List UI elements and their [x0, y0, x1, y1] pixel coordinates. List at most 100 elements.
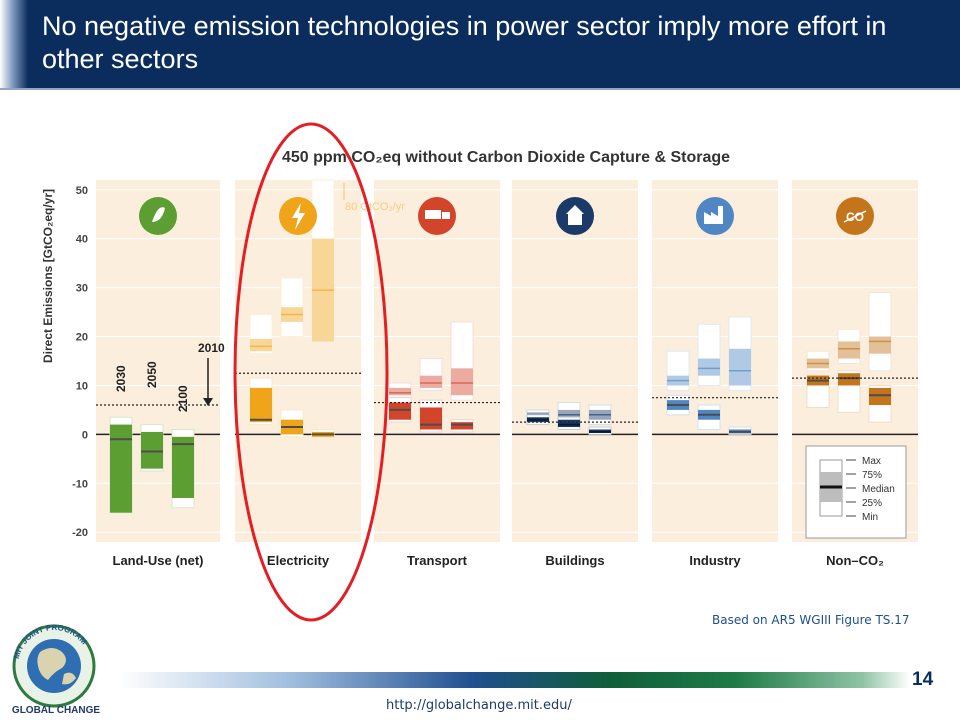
baseline-box-4-0	[666, 350, 690, 391]
marker-2010-label: 2010	[198, 341, 225, 355]
box-3-2	[588, 426, 612, 435]
legend: Max 75% Median 25% Min	[805, 445, 907, 539]
box-5-1-iqr	[838, 373, 860, 386]
year-label-2050: 2050	[145, 361, 159, 388]
slide-title: No negative emission technologies in pow…	[42, 11, 887, 74]
sector-label: Buildings	[545, 553, 604, 568]
offscale-note: 80 GtCO₂/yr	[345, 201, 405, 213]
sector-label: Electricity	[267, 553, 330, 568]
box-2-0	[388, 397, 412, 423]
factory-glyph	[704, 206, 723, 224]
leaf-glyph	[152, 207, 165, 222]
box-3-0	[526, 414, 550, 426]
y-tick-label: 10	[76, 380, 88, 392]
logo-caption: GLOBAL CHANGE	[12, 705, 100, 716]
baseline-box-3-1	[557, 402, 581, 421]
marker-2010-arrowhead	[203, 398, 213, 406]
box-2-1-iqr	[420, 407, 442, 430]
sector-label: Non–CO₂	[826, 553, 884, 568]
box-2-1	[419, 399, 443, 433]
mit-global-change-logo: MIT JOINT PROGRAM GLOBAL CHANGE	[12, 623, 101, 716]
box-1-1	[280, 409, 304, 438]
lightning-glyph	[292, 203, 305, 230]
baseline-box-2-0	[388, 382, 412, 399]
box-4-1	[697, 404, 721, 430]
legend-item-75%: 75%	[862, 470, 882, 481]
baseline-box-5-1	[837, 328, 861, 364]
box-4-2	[728, 426, 752, 435]
source-note: Based on AR5 WGIII Figure TS.17	[712, 613, 910, 627]
baseline-box-1-0	[249, 314, 273, 355]
truck-body	[425, 210, 441, 219]
sector-label: Land-Use (net)	[113, 553, 204, 568]
chart-title: 450 ppm CO₂eq without Carbon Dioxide Cap…	[282, 149, 730, 166]
baseline-box-2-1-iqr	[420, 375, 442, 388]
baseline-box-2-0-iqr	[389, 387, 411, 396]
sector-label: Industry	[689, 553, 741, 568]
box-0-1	[140, 424, 164, 472]
baseline-box-2-2-iqr	[451, 368, 473, 396]
baseline-box-2-2	[450, 321, 474, 401]
baseline-box-1-0-iqr	[250, 338, 272, 352]
baseline-box-4-2-iqr	[729, 348, 751, 386]
box-3-1	[557, 416, 581, 430]
baseline-box-3-2	[588, 404, 612, 426]
title-bar: No negative emission technologies in pow…	[0, 0, 960, 90]
box-0-0-iqr	[110, 424, 132, 513]
box-2-2	[450, 419, 474, 433]
baseline-box-2-1	[419, 358, 443, 391]
y-tick-label: 40	[76, 234, 88, 246]
box-0-0	[109, 416, 133, 514]
y-tick-label: 50	[76, 185, 88, 197]
baseline-box-4-1	[697, 323, 721, 386]
box-1-2	[311, 428, 335, 438]
baseline-box-1-2	[311, 179, 335, 342]
y-tick-label: 0	[82, 429, 88, 441]
house-glyph	[566, 205, 584, 225]
legend-item-25%: 25%	[862, 498, 882, 509]
y-tick-label: 20	[76, 332, 88, 344]
box-5-0	[806, 375, 830, 408]
box-3-1-iqr	[558, 419, 580, 428]
baseline-box-5-2-iqr	[869, 336, 891, 354]
baseline-box-5-1-iqr	[838, 341, 860, 359]
box-1-0-iqr	[250, 387, 272, 423]
baseline-box-5-2-whisker-range	[868, 292, 892, 372]
baseline-box-4-2	[728, 316, 752, 391]
panel-bg-3	[512, 180, 638, 542]
page-number: 14	[912, 669, 934, 690]
y-tick-label: 30	[76, 283, 88, 295]
baseline-box-1-1	[280, 277, 304, 338]
footer-bar	[118, 672, 910, 688]
box-2-0-iqr	[389, 402, 411, 420]
box-1-0	[249, 377, 273, 426]
footer-url[interactable]: http://globalchange.mit.edu/	[386, 698, 572, 713]
y-tick-label: -20	[72, 527, 88, 539]
baseline-box-4-1-whisker-range	[697, 323, 721, 386]
legend-item-Min: Min	[862, 512, 878, 523]
baseline-box-5-2	[868, 292, 892, 372]
y-axis-label: Direct Emissions [GtCO₂eq/yr]	[41, 189, 55, 363]
co2-strike	[843, 210, 867, 223]
box-4-0	[666, 394, 690, 416]
baseline-box-4-1-iqr	[698, 358, 720, 376]
year-label-2030: 2030	[114, 365, 128, 392]
year-label-2100: 2100	[176, 385, 190, 412]
legend-item-Max: Max	[862, 456, 881, 467]
highlight-ellipse	[233, 122, 389, 622]
box-2-2-iqr	[451, 422, 473, 430]
panel-bg-1	[235, 180, 361, 542]
box-0-2-iqr	[172, 436, 194, 498]
box-0-1-iqr	[141, 431, 163, 469]
y-tick-label: -10	[72, 478, 88, 490]
truck-cab	[442, 212, 450, 219]
box-0-2	[171, 428, 195, 509]
box-5-2	[868, 384, 892, 423]
baseline-box-3-1-iqr	[558, 409, 580, 418]
legend-item-Median: Median	[862, 484, 895, 495]
baseline-box-5-0	[806, 350, 830, 372]
box-5-1	[837, 370, 861, 413]
sector-label: Transport	[407, 553, 468, 568]
box-5-2-iqr	[869, 387, 891, 406]
